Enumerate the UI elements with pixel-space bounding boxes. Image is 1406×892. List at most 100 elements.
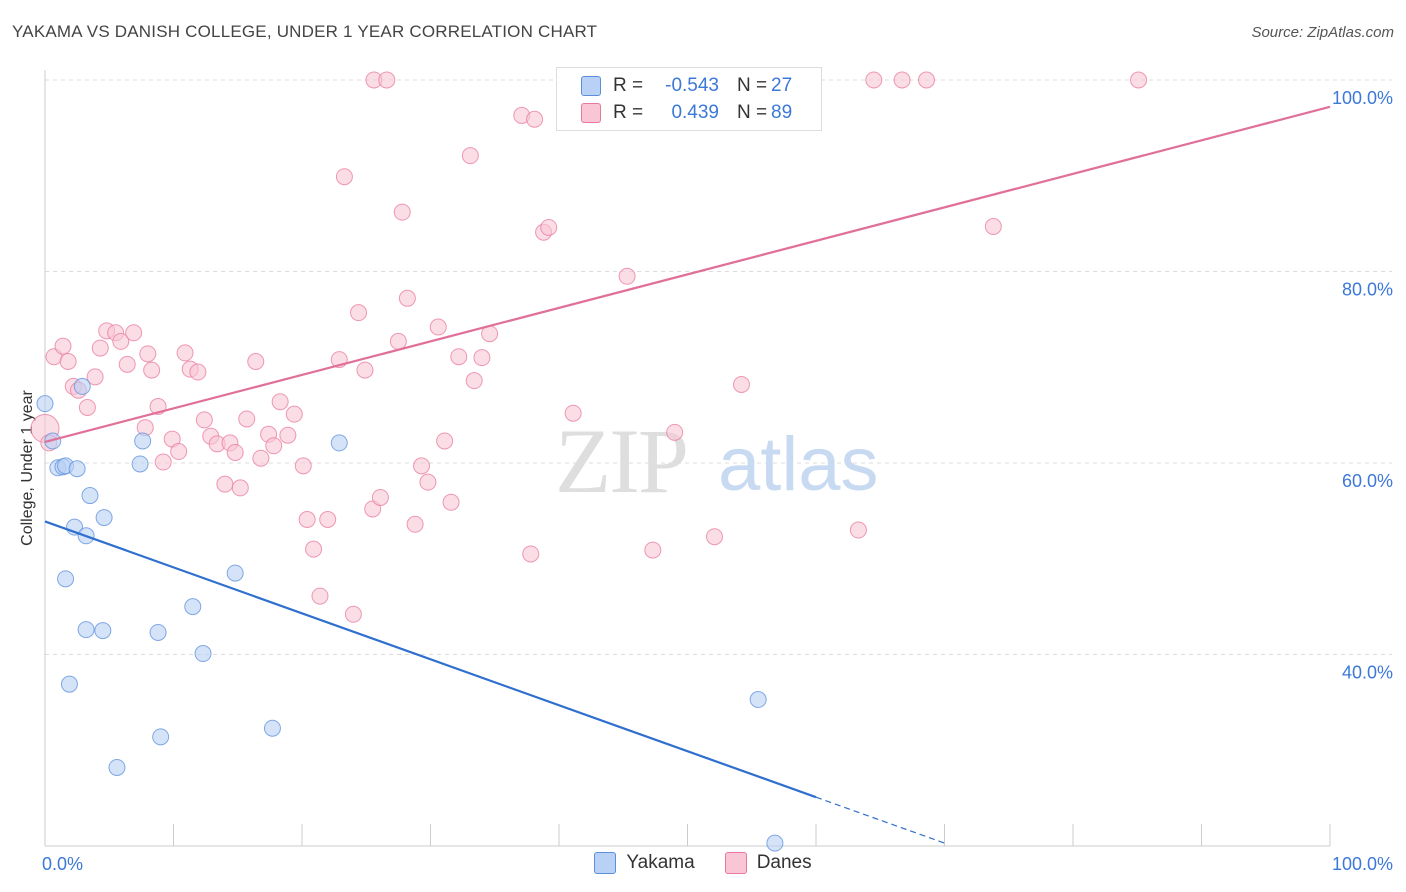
yakama-point-14 [226,564,244,582]
legend-n-value-yakama: 27 [771,75,793,96]
danes-point-60 [429,318,447,336]
chart-source: Source: ZipAtlas.com [1251,24,1394,41]
danes-point-39 [285,405,303,423]
yakama-point-21 [152,728,170,746]
yakama-point-18 [149,623,167,641]
series-legend: Yakama Danes [0,852,1406,874]
danes-point-59 [419,473,437,491]
danes-trend-line [44,105,1331,443]
danes-points [30,71,1148,623]
legend-row-danes: R = 0.439 N = 89 [581,99,792,127]
danes-point-12 [112,332,130,350]
danes-point-65 [465,372,483,390]
danes-point-30 [226,443,244,461]
legend-r-value-yakama: -0.543 [665,75,719,96]
series-label-danes: Danes [756,852,812,873]
danes-point-84 [918,71,936,89]
yakama-point-5 [68,460,86,478]
danes-point-32 [238,410,256,428]
chart-title: YAKAMA VS DANISH COLLEGE, UNDER 1 YEAR C… [12,22,598,41]
danes-point-14 [125,324,143,342]
danes-point-3 [54,337,72,355]
danes-point-38 [279,426,297,444]
danes-point-73 [564,404,582,422]
danes-point-85 [984,217,1002,235]
gridlines [45,79,1392,655]
legend-swatch-danes [581,103,601,123]
danes-point-43 [311,587,329,605]
danes-point-24 [189,363,207,381]
yakama-point-22 [263,719,281,737]
danes-point-83 [893,71,911,89]
watermark-zip: ZIP [555,410,687,512]
series-legend-yakama[interactable]: Yakama [594,852,695,874]
yakama-point-12 [134,432,152,450]
danes-point-82 [865,71,883,89]
danes-point-55 [393,203,411,221]
danes-point-22 [176,344,194,362]
axes [44,70,1331,847]
yakama-point-13 [131,455,149,473]
danes-point-7 [78,398,96,416]
yakama-trend-line [44,520,817,799]
danes-point-37 [271,393,289,411]
legend-row-yakama: R = -0.543 N = 27 [581,72,792,100]
yakama-point-17 [94,622,112,640]
danes-point-4 [59,353,77,371]
watermark-atlas: atlas [718,422,879,507]
danes-point-79 [705,528,723,546]
danes-point-34 [252,449,270,467]
yakama-point-11 [57,570,75,588]
series-legend-danes[interactable]: Danes [724,852,812,874]
tick-labels: 100.0% 80.0% 60.0% 40.0% 0.0% 100.0% [42,88,1393,874]
yakama-point-23 [108,758,126,776]
x-tick-label-min: 0.0% [42,854,83,874]
yakama-point-8 [95,509,113,527]
danes-point-69 [526,110,544,128]
yakama-point-19 [194,645,212,663]
legend-r-label: R = [613,102,644,123]
legend-n-label: N = [737,102,768,123]
danes-point-81 [849,521,867,539]
yakama-point-15 [184,598,202,616]
yakama-point-26 [766,834,784,852]
legend-n-label: N = [737,75,768,96]
danes-point-86 [1130,71,1148,89]
danes-point-80 [732,375,750,393]
danes-point-57 [406,515,424,533]
legend-r-label: R = [613,75,644,96]
danes-point-66 [473,349,491,367]
yakama-point-24 [330,434,348,452]
legend-r-value-danes: 0.439 [671,102,719,123]
yakama-point-20 [60,675,78,693]
danes-point-58 [413,457,431,475]
danes-point-77 [644,541,662,559]
series-swatch-danes [724,852,747,874]
danes-point-25 [195,411,213,429]
yakama-point-0 [36,395,54,413]
danes-point-17 [143,361,161,379]
danes-point-54 [389,332,407,350]
yakama-point-25 [749,691,767,709]
watermark: ZIP atlas [555,410,879,512]
danes-point-62 [442,493,460,511]
stats-legend: R = -0.543 N = 27 R = 0.439 N = 89 [556,67,822,131]
danes-point-46 [335,168,353,186]
yakama-point-16 [77,621,95,639]
danes-point-13 [118,355,136,373]
danes-point-8 [86,368,104,386]
danes-point-40 [294,457,312,475]
y-tick-label-40: 40.0% [1342,663,1393,683]
danes-point-49 [356,361,374,379]
legend-swatch-yakama [581,76,601,96]
yakama-points [36,377,784,852]
danes-point-33 [247,353,265,371]
danes-point-61 [436,432,454,450]
danes-point-44 [319,510,337,528]
series-swatch-yakama [594,852,617,874]
danes-point-56 [398,289,416,307]
y-tick-label-100: 100.0% [1332,88,1393,108]
danes-point-42 [305,540,323,558]
danes-point-70 [522,545,540,563]
